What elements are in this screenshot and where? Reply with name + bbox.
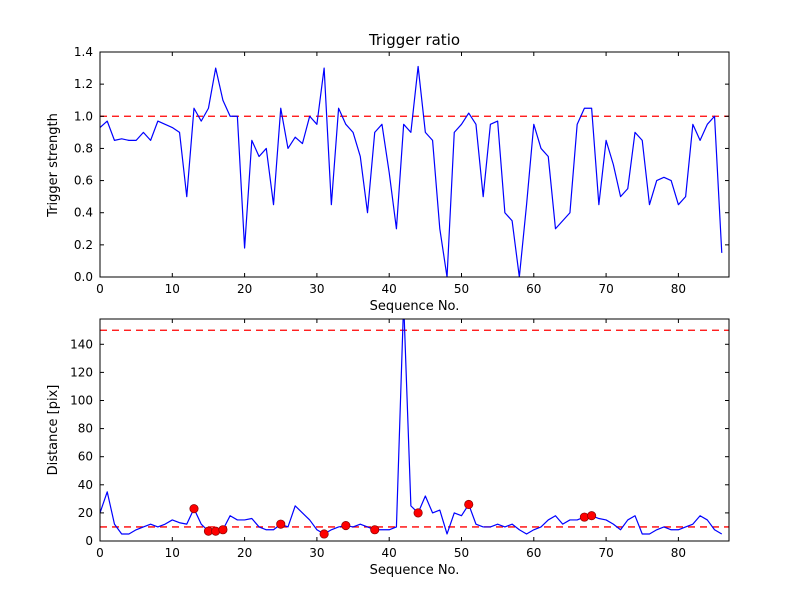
x-tick-label: 0 [96, 546, 104, 560]
x-tick-label: 50 [454, 282, 469, 296]
y-tick-label: 0.8 [74, 141, 93, 155]
x-tick-label: 70 [598, 282, 613, 296]
y-tick-label: 80 [78, 422, 93, 436]
chart-title: Trigger ratio [368, 31, 461, 49]
x-tick-label: 40 [382, 282, 397, 296]
x-tick-label: 10 [165, 282, 180, 296]
marker-point [413, 508, 423, 518]
y-tick-label: 1.4 [74, 45, 93, 59]
x-tick-label: 30 [309, 546, 324, 560]
y-tick-label: 1.0 [74, 109, 93, 123]
distance-line [100, 319, 723, 535]
y-tick-label: 1.2 [74, 77, 93, 91]
y-tick-label: 60 [78, 450, 93, 464]
x-tick-label: 30 [309, 282, 324, 296]
marker-point [218, 525, 228, 535]
x-tick-label: 80 [671, 282, 686, 296]
x-tick-label: 0 [96, 282, 104, 296]
bottom-y-axis-label: Distance [pix] [46, 384, 61, 476]
y-tick-label: 0.4 [74, 206, 93, 220]
y-tick-label: 100 [70, 393, 93, 407]
y-tick-label: 0.0 [74, 270, 93, 284]
x-tick-label: 60 [526, 546, 541, 560]
x-tick-label: 20 [237, 546, 252, 560]
marker-point [341, 520, 351, 531]
y-tick-label: 0 [85, 534, 93, 548]
y-tick-label: 20 [78, 506, 93, 520]
y-tick-label: 120 [70, 365, 93, 379]
axes-frame [99, 318, 730, 542]
x-tick-label: 50 [454, 546, 469, 560]
bottom-x-axis-label: Sequence No. [369, 563, 460, 578]
marker-point [464, 499, 474, 510]
y-tick-label: 40 [78, 478, 93, 492]
marker-point [587, 511, 597, 521]
y-tick-label: 0.6 [74, 174, 93, 188]
marker-point [276, 519, 286, 529]
y-tick-label: 140 [70, 337, 93, 351]
top-y-axis-label: Trigger strength [46, 113, 61, 217]
x-tick-label: 70 [598, 546, 613, 560]
x-tick-label: 40 [382, 546, 397, 560]
x-tick-label: 60 [526, 282, 541, 296]
trigger-strength-line [100, 65, 723, 277]
x-tick-label: 80 [671, 546, 686, 560]
x-tick-label: 20 [237, 282, 252, 296]
marker-point [370, 525, 380, 535]
top-x-axis-label: Sequence No. [369, 299, 460, 314]
axes-frame [99, 51, 730, 278]
y-tick-label: 0.2 [74, 238, 93, 252]
marker-point [319, 529, 329, 539]
x-tick-label: 10 [165, 546, 180, 560]
marker-point [189, 504, 199, 514]
